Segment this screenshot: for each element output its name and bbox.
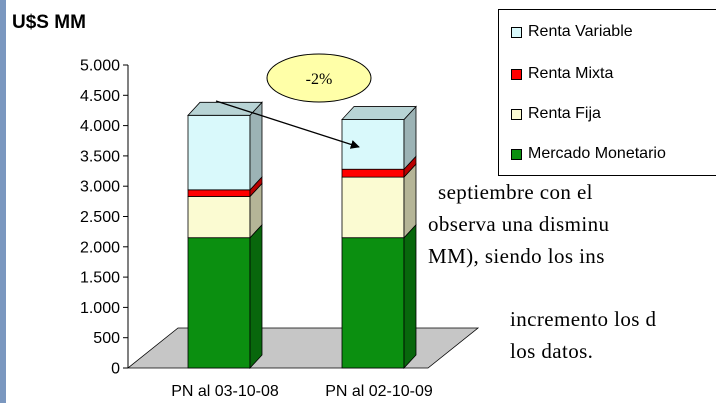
y-tick-label: 1.000 — [80, 300, 120, 317]
bar-segment-side — [249, 223, 263, 370]
legend-label: Mercado Monetario — [528, 145, 666, 162]
bar-segment — [341, 176, 405, 239]
y-tick-label: 500 — [93, 330, 120, 347]
bar-segment-side — [403, 223, 417, 370]
bar-segment — [341, 237, 405, 369]
legend-item-renta-mixta: Renta Mixta — [511, 65, 613, 83]
body-text-line: incremento los d — [510, 307, 657, 331]
y-tick-label: 5.000 — [80, 58, 120, 75]
bar-segment — [187, 114, 251, 191]
body-text-line: MM), siendo los ins — [428, 244, 605, 268]
bar-segment — [187, 196, 251, 239]
bar-segment — [341, 168, 405, 178]
legend-label: Renta Mixta — [528, 65, 614, 82]
legend-item-renta-fija: Renta Fija — [511, 105, 601, 123]
legend-swatch — [511, 108, 522, 120]
legend: Renta Variable Renta Mixta Renta Fija Me… — [498, 9, 716, 176]
y-tick-label: 2.000 — [80, 239, 120, 256]
legend-swatch — [511, 68, 522, 80]
change-callout-bubble — [266, 53, 372, 103]
legend-swatch — [511, 26, 522, 38]
bar-segment — [187, 189, 251, 197]
body-text-line: septiembre con el — [438, 180, 593, 204]
x-category-label: PN al 02-10-09 — [325, 383, 433, 400]
legend-label: Renta Fija — [528, 105, 601, 122]
legend-item-renta-variable: Renta Variable — [511, 23, 633, 41]
change-callout-label: -2% — [306, 71, 333, 88]
body-text-line: observa una disminu — [428, 212, 610, 236]
bar-top-face — [341, 106, 417, 120]
y-tick-label: 4.500 — [80, 88, 120, 105]
bar-segment — [187, 237, 251, 369]
bar-top-face — [187, 101, 263, 116]
y-tick-label: 3.000 — [80, 179, 120, 196]
left-border-stripe — [0, 0, 6, 403]
y-tick-label: 3.500 — [80, 148, 120, 165]
y-tick-label: 1.500 — [80, 270, 120, 287]
y-tick-label: 4.000 — [80, 118, 120, 135]
legend-item-mercado-monetario: Mercado Monetario — [511, 145, 666, 163]
y-tick-label: 2.500 — [80, 209, 120, 226]
body-text-line: los datos. — [510, 339, 594, 363]
x-category-label: PN al 03-10-08 — [171, 383, 279, 400]
change-arrow — [215, 100, 360, 149]
legend-label: Renta Variable — [528, 23, 633, 40]
legend-swatch — [511, 148, 522, 160]
unit-label: U$S MM — [12, 12, 86, 33]
chart-floor — [126, 327, 480, 369]
y-tick-label: 0 — [111, 361, 120, 378]
